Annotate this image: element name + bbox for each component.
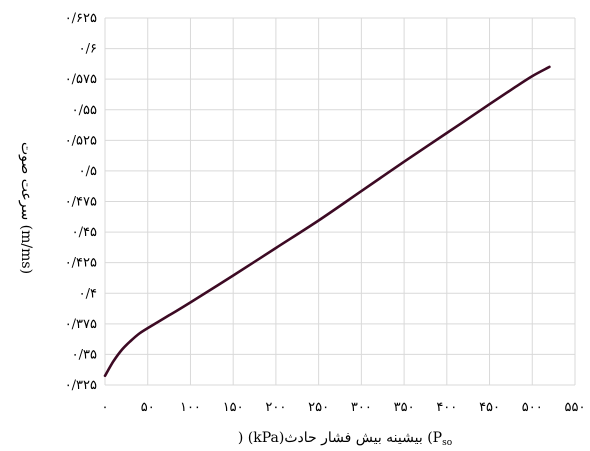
y-tick-label: ۰/۵ <box>79 164 97 179</box>
y-tick-label: ۰/۳۲۵ <box>65 378 97 393</box>
y-tick-label: ۰/۴۲۵ <box>65 256 97 271</box>
x-tick-label: ۴۰۰ <box>436 400 457 415</box>
x-axis-label-subscript: so <box>442 438 452 448</box>
x-tick-label: ۵۰ <box>141 400 155 415</box>
x-tick-label: ۲۰۰ <box>265 400 286 415</box>
y-tick-label: ۰/۳۵ <box>72 347 97 362</box>
y-tick-label: ۰/۶۲۵ <box>65 11 97 26</box>
x-axis-label: ) (kPa)بیشینه بیش فشار حادث (Pso <box>238 430 452 448</box>
x-tick-label: ۱۵۰ <box>223 400 244 415</box>
y-tick-label: ۰/۵۲۵ <box>65 133 97 148</box>
x-tick-label: ۳۰۰ <box>351 400 372 415</box>
x-tick-labels: ۰ ۵۰ ۱۰۰ ۱۵۰ ۲۰۰ ۲۵۰ ۳۰۰ ۳۵۰ ۴۰۰ ۴۵۰ ۵۰۰ ۵۵۰ <box>102 400 586 415</box>
y-axis-label: سرعت صوت (m/ms) <box>18 142 34 274</box>
y-tick-label: ۰/۶ <box>79 42 97 57</box>
y-tick-label: ۰/۴ <box>79 286 97 301</box>
x-tick-label: ۵۰۰ <box>522 400 543 415</box>
x-tick-label: ۱۰۰ <box>180 400 201 415</box>
x-tick-label: ۰ <box>102 400 109 415</box>
y-tick-labels: ۰/۳۲۵ ۰/۳۵ ۰/۳۷۵ ۰/۴ ۰/۴۲۵ ۰/۴۵ ۰/۴۷۵ ۰/۵ ۰/۵۲۵ ۰… <box>65 11 97 393</box>
x-tick-label: ۲۵۰ <box>308 400 329 415</box>
x-tick-label: ۴۵۰ <box>479 400 500 415</box>
x-tick-label: ۵۵۰ <box>565 400 586 415</box>
y-tick-label: ۰/۴۵ <box>72 225 97 240</box>
y-tick-label: ۰/۴۷۵ <box>65 195 97 210</box>
y-tick-label: ۰/۵۵ <box>72 103 97 118</box>
series-line <box>103 65 551 378</box>
y-tick-label: ۰/۳۷۵ <box>65 317 97 332</box>
x-tick-label: ۳۵۰ <box>394 400 415 415</box>
grid <box>104 17 576 386</box>
y-tick-label: ۰/۵۷۵ <box>65 72 97 87</box>
